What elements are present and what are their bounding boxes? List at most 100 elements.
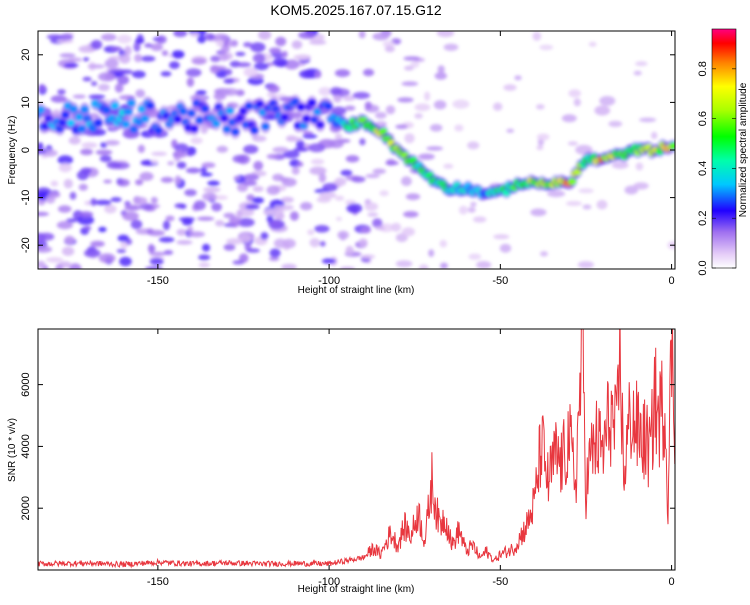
spectrogram-cell — [50, 95, 67, 103]
spectrogram-cell — [191, 58, 207, 65]
spectrogram-cell — [77, 125, 86, 133]
spectrogram-cell — [424, 91, 431, 101]
spectrogram-cell — [540, 251, 548, 257]
spectrogram-cell — [395, 260, 413, 268]
spectrogram-cell — [147, 243, 155, 254]
spectrogram-cell — [334, 69, 351, 78]
spectrogram-cell — [467, 141, 480, 150]
spectrogram-cell — [429, 124, 443, 132]
spectrogram-cell — [414, 103, 431, 112]
spectrogram-cell — [283, 150, 300, 159]
spectrogram-cell — [298, 31, 316, 39]
spectrogram-cell — [401, 81, 419, 86]
spectrogram-y-tick-label: 20 — [20, 49, 32, 61]
spectrogram-cell — [188, 231, 206, 238]
spectrogram-cell — [64, 235, 75, 245]
spectrogram-cell — [182, 218, 193, 226]
spectrogram-cell — [403, 211, 419, 218]
spectrogram-cell — [273, 238, 287, 249]
spectrogram-cell — [133, 196, 148, 205]
spectrogram-cell — [233, 175, 241, 181]
snr-x-label: Height of straight line (km) — [298, 584, 415, 595]
spectrogram-cell — [69, 105, 78, 113]
spectrogram-cell — [493, 234, 510, 240]
spectrogram-cell — [198, 262, 210, 268]
spectrogram-cell — [226, 238, 244, 245]
spectrogram-cell — [90, 240, 105, 248]
spectrogram-cell — [117, 34, 132, 44]
spectrogram-cell — [284, 59, 300, 70]
spectrogram-cell — [38, 260, 46, 269]
spectrogram-cell — [443, 163, 454, 169]
spectrogram-blobs — [38, 31, 675, 269]
spectrogram-cell — [56, 221, 73, 230]
spectrogram-cell — [46, 34, 63, 40]
spectrogram-cell — [63, 178, 73, 189]
spectrogram-cell — [124, 201, 131, 206]
spectrogram-cell — [361, 254, 376, 259]
spectrogram-cell — [635, 61, 648, 67]
spectrogram-cell — [264, 54, 274, 60]
spectrogram-cell — [75, 113, 84, 121]
spectrogram-cell — [213, 33, 229, 43]
spectrogram-cell — [539, 44, 554, 51]
colorbar-ticks: 0.0 0.2 0.4 0.6 0.8 — [697, 61, 736, 276]
spectrogram-cell — [161, 50, 169, 56]
spectrogram-cell — [48, 191, 61, 198]
spectrogram-cell — [547, 190, 566, 198]
snr-x-tick-label: -50 — [492, 576, 508, 588]
spectrogram-cell — [272, 57, 288, 67]
spectrogram-x-tick-label: -50 — [492, 275, 508, 287]
spectrogram-cell — [154, 127, 163, 135]
spectrogram-cell — [77, 215, 95, 225]
spectrogram-cell — [104, 204, 117, 214]
spectrogram-cell — [66, 119, 75, 127]
spectrogram-cell — [582, 204, 592, 210]
spectrogram-cell — [220, 45, 230, 53]
spectrogram-cell — [316, 121, 325, 129]
spectrogram-cell — [273, 205, 282, 212]
figure-title: KOM5.2025.167.07.15.G12 — [270, 2, 441, 18]
spectrogram-cell — [223, 212, 235, 219]
spectrogram-cell — [190, 137, 203, 145]
spectrogram-cell — [303, 131, 314, 136]
spectrogram-cell — [66, 218, 78, 223]
spectrogram-cell — [364, 202, 379, 212]
spectrogram-cell — [267, 84, 280, 94]
spectrogram-cell — [561, 114, 577, 123]
spectrogram-cell — [252, 53, 266, 64]
spectrogram-cell — [200, 172, 213, 177]
spectrogram-cell — [318, 191, 337, 199]
spectrogram-cell — [218, 53, 229, 62]
spectrogram-cell — [187, 226, 194, 232]
spectrogram-cell — [46, 257, 64, 263]
spectrogram-cell — [385, 105, 396, 115]
spectrogram-cell — [201, 162, 216, 169]
spectrogram-cell — [384, 45, 395, 53]
spectrogram-cell — [339, 266, 356, 269]
spectrogram-cell — [458, 205, 468, 215]
spectrogram-cell — [382, 40, 395, 48]
spectrogram-cell — [110, 102, 119, 110]
spectrogram-cell — [242, 180, 257, 186]
spectrogram-cell — [169, 61, 180, 69]
spectrogram-cell — [297, 161, 304, 167]
spectrogram-cell — [503, 84, 517, 91]
spectrogram-cell — [309, 238, 321, 248]
spectrogram-cell — [186, 77, 195, 87]
spectrogram-cell — [78, 45, 96, 53]
spectrogram-cell — [633, 182, 649, 190]
spectrogram-cell — [173, 115, 182, 123]
spectrogram-cell — [69, 263, 82, 269]
spectrogram-cell — [378, 223, 394, 233]
spectrogram-cell — [140, 115, 149, 123]
spectrogram-cell — [38, 246, 53, 253]
spectrogram-cell — [209, 65, 220, 74]
spectrogram-cell — [185, 68, 202, 77]
spectrogram-cell — [104, 140, 120, 146]
spectrogram-cell — [156, 35, 167, 44]
spectrogram-cell — [401, 176, 412, 187]
spectrogram-cell — [64, 63, 79, 68]
spectrogram-cell — [57, 205, 72, 213]
spectrogram-cell — [568, 177, 577, 185]
